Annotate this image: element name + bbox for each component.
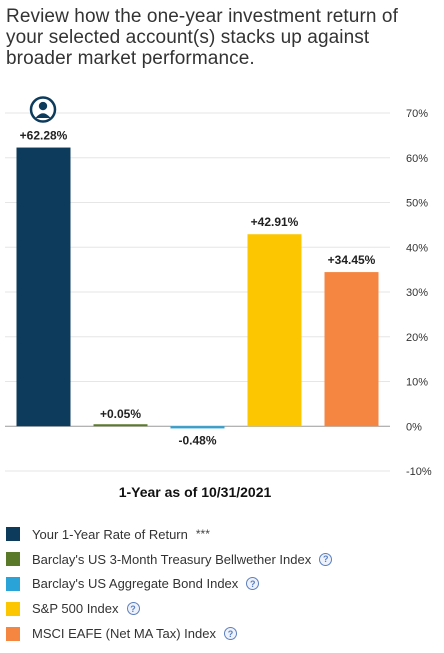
legend-footnote-marker: ***	[195, 527, 210, 542]
legend-item-sp500: S&P 500 Index ?	[6, 596, 436, 621]
y-tick-label: 70%	[406, 108, 428, 120]
y-tick-label: 30%	[406, 287, 428, 299]
user-avatar-icon	[29, 96, 57, 123]
legend-label: Your 1-Year Rate of Return	[32, 526, 188, 542]
legend-label: MSCI EAFE (Net MA Tax) Index	[32, 626, 216, 642]
y-tick-label: 20%	[406, 332, 428, 344]
legend-label: S&P 500 Index	[32, 601, 119, 617]
data-label: +42.91%	[251, 215, 299, 229]
chart-legend: Your 1-Year Rate of Return *** Barclay's…	[6, 522, 436, 646]
comparison-bar-chart: -10% 0% 10% 20% 30% 40% 50% 60% 70% +62.28% +0.05%…	[5, 96, 432, 478]
y-tick-label: -10%	[406, 466, 432, 478]
avatar-body	[35, 113, 51, 119]
help-icon[interactable]: ?	[246, 577, 260, 591]
data-label: +62.28%	[20, 129, 68, 143]
data-label: +0.05%	[100, 407, 141, 421]
bar	[93, 424, 148, 427]
help-icon[interactable]: ?	[319, 552, 333, 566]
bar	[247, 234, 302, 427]
y-tick-label: 50%	[406, 198, 428, 210]
bar	[170, 426, 225, 429]
legend-item-treasury: Barclay's US 3-Month Treasury Bellwether…	[6, 547, 436, 572]
data-label: +34.45%	[328, 253, 376, 267]
legend-label: Barclay's US Aggregate Bond Index	[32, 576, 239, 592]
y-tick-label: 0%	[406, 421, 422, 433]
legend-swatch	[6, 626, 20, 641]
bar	[16, 147, 71, 427]
legend-swatch	[6, 576, 20, 591]
legend-item-msci-eafe: MSCI EAFE (Net MA Tax) Index ?	[6, 621, 436, 646]
intro-text: Review how the one-year investment retur…	[6, 6, 398, 69]
data-label: -0.48%	[178, 433, 216, 447]
y-tick-label: 10%	[406, 377, 428, 389]
bar	[324, 272, 379, 427]
help-icon[interactable]: ?	[126, 602, 140, 616]
legend-item-your-return: Your 1-Year Rate of Return ***	[6, 522, 436, 547]
help-icon[interactable]: ?	[223, 627, 237, 641]
y-tick-label: 60%	[406, 153, 428, 165]
chart-title: 1-Year as of 10/31/2021	[118, 484, 272, 500]
legend-swatch	[6, 601, 20, 616]
legend-swatch	[6, 527, 20, 542]
y-tick-label: 40%	[406, 242, 428, 254]
legend-label: Barclay's US 3-Month Treasury Bellwether…	[32, 551, 312, 567]
legend-item-aggregate-bond: Barclay's US Aggregate Bond Index ?	[6, 572, 436, 597]
legend-swatch	[6, 552, 20, 567]
avatar-head	[38, 101, 48, 111]
